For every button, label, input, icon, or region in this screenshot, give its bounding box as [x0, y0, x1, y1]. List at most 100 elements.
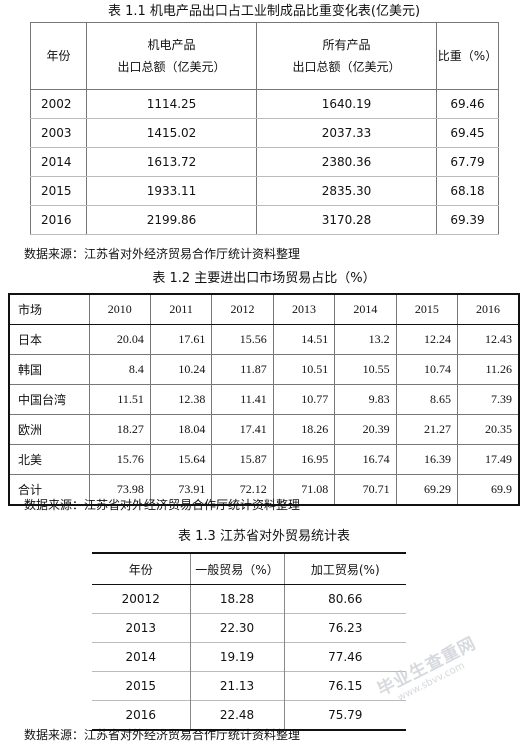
table2-cell: 15.76: [88, 444, 151, 475]
table2-cell: 16.39: [395, 444, 459, 475]
table1-cell: 2016: [30, 205, 87, 235]
table1-header-machinery-line2: 出口总额（亿美元）: [117, 60, 226, 74]
table2-cell: 8.65: [395, 384, 459, 415]
table-row: 中国台湾 11.51 12.38 11.41 10.77 9.83 8.65 7…: [8, 384, 520, 415]
table3-cell: 75.79: [283, 700, 406, 731]
table-row: 北美 15.76 15.64 15.87 16.95 16.74 16.39 1…: [8, 444, 520, 475]
table2-market-label: 日本: [8, 324, 90, 355]
table2-source: 数据来源：江苏省对外经济贸易合作厅统计资料整理: [24, 498, 301, 512]
table2-cell: 10.51: [272, 354, 336, 385]
table3-cell: 2015: [92, 671, 190, 701]
table2-market-label: 韩国: [8, 354, 90, 385]
table3-cell: 80.66: [283, 584, 406, 614]
table2-cell: 15.87: [211, 444, 274, 475]
table3-cell: 2013: [92, 613, 190, 643]
table2-market-label: 合计: [8, 474, 90, 506]
table1-header-row: 年份 机电产品 出口总额（亿美元） 所有产品 出口总额（亿美元） 比重（%）: [30, 22, 499, 90]
table2-cell: 73.98: [88, 474, 151, 506]
table2-cell: 20.35: [457, 414, 520, 445]
table1-header-year: 年份: [30, 22, 87, 90]
table1-header-machinery-line1: 机电产品: [147, 38, 196, 52]
table1-cell: 1640.19: [256, 89, 437, 119]
table2-header-year: 2012: [211, 293, 274, 325]
table1-cell: 69.46: [436, 89, 499, 119]
table-row: 欧洲 18.27 18.04 17.41 18.26 20.39 21.27 2…: [8, 414, 520, 445]
table1-cell: 1415.02: [86, 118, 257, 148]
table2-cell: 10.77: [272, 384, 336, 415]
table2-header-year: 2011: [149, 293, 213, 325]
table-row: 2016 2199.86 3170.28 69.39: [30, 205, 499, 235]
table2-cell: 11.41: [211, 384, 274, 415]
table2-market-label: 中国台湾: [8, 384, 90, 415]
table2-cell: 7.39: [457, 384, 520, 415]
table2-header-market: 市场: [8, 293, 90, 325]
table2-cell: 20.39: [334, 414, 397, 445]
table3-cell: 20012: [121, 592, 160, 606]
table2-cell: 18.27: [88, 414, 151, 445]
table1-cell: 67.79: [436, 147, 499, 177]
table-row: 2015 21.13 76.15: [92, 671, 406, 701]
table1-cell: 2835.30: [256, 176, 437, 206]
table2-market-label: 北美: [8, 444, 90, 475]
table2: 市场 2010 2011 2012 2013 2014 2015 2016 日本…: [8, 293, 520, 506]
table-row: 2013 22.30 76.23: [92, 613, 406, 643]
table3-header-general: 一般贸易（%）: [189, 552, 284, 585]
table2-cell: 71.08: [272, 474, 336, 506]
table2-cell: 16.95: [272, 444, 336, 475]
table3-source: 数据来源：江苏省对外经济贸易合作厅统计资料整理: [24, 728, 301, 742]
table1-cell: 3170.28: [256, 205, 437, 235]
table3-header-processing: 加工贸易(%): [283, 552, 406, 585]
table1-cell: 2015: [30, 176, 87, 206]
table3-header-year: 年份: [92, 552, 190, 585]
table1-source: 数据来源：江苏省对外经济贸易合作厅统计资料整理: [24, 247, 301, 261]
table2-cell: 72.12: [211, 474, 274, 506]
table2-cell: 13.2: [334, 324, 397, 355]
table2-cell: 11.51: [88, 384, 151, 415]
table1-cell: 2199.86: [86, 205, 257, 235]
table2-header-year: 2016: [457, 293, 520, 325]
table1-header-all-line2: 出口总额（亿美元）: [292, 60, 401, 74]
table2-cell: 11.87: [211, 354, 274, 385]
table1-header-share: 比重（%）: [436, 22, 499, 90]
table1-header-all: 所有产品 出口总额（亿美元）: [256, 22, 437, 90]
table3-cell: 77.46: [283, 642, 406, 672]
table2-cell: 10.74: [395, 354, 459, 385]
table2-cell: 69.9: [457, 474, 520, 506]
table1-cell: 2014: [30, 147, 87, 177]
table-row: 合计 73.98 73.91 72.12 71.08 70.71 69.29 6…: [8, 474, 520, 506]
table1-caption: 表 1.1 机电产品出口占工业制成品比重变化表(亿美元): [107, 4, 421, 19]
table2-cell: 21.27: [395, 414, 459, 445]
table3-cell: 22.48: [189, 700, 284, 731]
table2-cell: 10.55: [334, 354, 397, 385]
table2-cell: 10.24: [149, 354, 213, 385]
table3-cell: 76.23: [283, 613, 406, 643]
table1-cell: 69.45: [436, 118, 499, 148]
table2-cell: 14.51: [272, 324, 336, 355]
table-row: 2003 1415.02 2037.33 69.45: [30, 118, 499, 148]
table3-cell: 2014: [92, 642, 190, 672]
table1-cell: 2037.33: [256, 118, 437, 148]
table3-cell: 76.15: [283, 671, 406, 701]
table3-cell: 21.13: [189, 671, 284, 701]
table2-header-year: 2010: [88, 293, 151, 325]
table3-cell: 18.28: [189, 584, 284, 614]
table-row: 日本 20.04 17.61 15.56 14.51 13.2 12.24 12…: [8, 324, 520, 355]
table1-cell: 1613.72: [86, 147, 257, 177]
table2-cell: 16.74: [334, 444, 397, 475]
table1-cell: 2002: [30, 89, 87, 119]
table1: 年份 机电产品 出口总额（亿美元） 所有产品 出口总额（亿美元） 比重（%） 2…: [30, 22, 499, 235]
table1-cell: 1933.11: [86, 176, 257, 206]
table2-cell: 17.41: [211, 414, 274, 445]
table3: 年份 一般贸易（%） 加工贸易(%) 20012 18.28 80.66 201…: [92, 552, 406, 731]
table1-cell: 69.39: [436, 205, 499, 235]
table1-cell: 2380.36: [256, 147, 437, 177]
table2-header-year: 2014: [334, 293, 397, 325]
table-row: 2016 22.48 75.79: [92, 700, 406, 731]
table1-header-all-line1: 所有产品: [322, 38, 371, 52]
table3-cell: 22.30: [189, 613, 284, 643]
table-row: 韩国 8.4 10.24 11.87 10.51 10.55 10.74 11.…: [8, 354, 520, 385]
table3-cell: 19.19: [189, 642, 284, 672]
table2-header-year: 2013: [272, 293, 336, 325]
table-row: 20012 18.28 80.66: [92, 584, 406, 614]
table2-cell: 15.56: [211, 324, 274, 355]
